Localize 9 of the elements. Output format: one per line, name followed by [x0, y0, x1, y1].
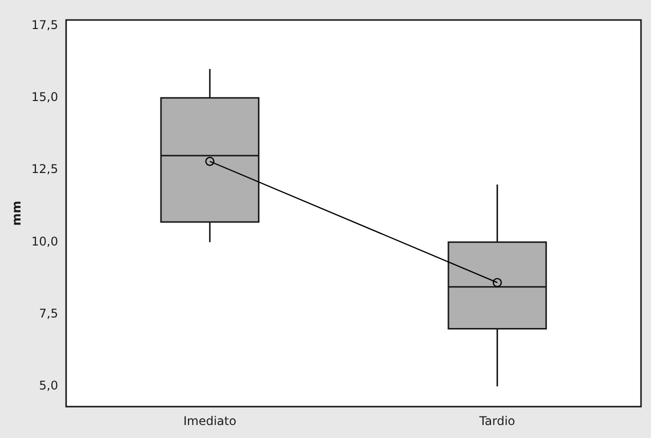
x-tick-label: Tardio: [478, 414, 516, 428]
y-tick-label: 15,0: [31, 90, 58, 104]
y-tick-label: 5,0: [39, 378, 58, 393]
y-axis-title: mm: [9, 200, 24, 226]
x-tick-label: Imediato: [183, 414, 236, 428]
y-tick-label: 17,5: [31, 18, 58, 32]
y-tick-label: 7,5: [39, 306, 58, 320]
y-tick-label: 10,0: [31, 234, 58, 248]
y-tick-label: 12,5: [31, 162, 58, 176]
